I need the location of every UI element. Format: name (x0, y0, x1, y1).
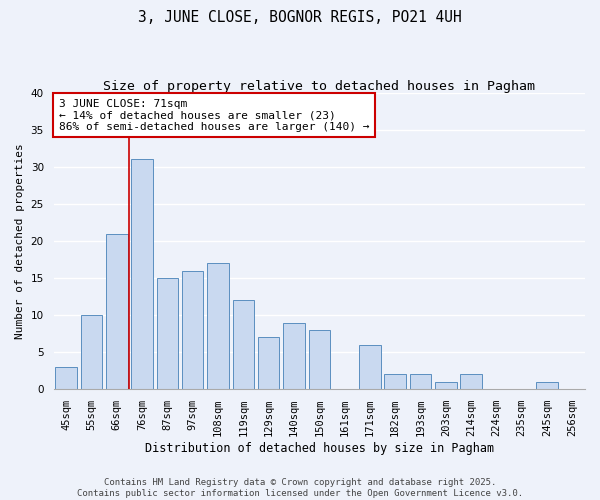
Bar (233, 300, 254, 389)
Bar (283, 322, 305, 389)
Bar (182, 270, 203, 389)
X-axis label: Distribution of detached houses by size in Pagham: Distribution of detached houses by size … (145, 442, 494, 455)
Title: Size of property relative to detached houses in Pagham: Size of property relative to detached ho… (103, 80, 535, 93)
Y-axis label: Number of detached properties: Number of detached properties (15, 143, 25, 339)
Bar (207, 263, 229, 389)
Bar (460, 374, 482, 389)
Text: 3, JUNE CLOSE, BOGNOR REGIS, PO21 4UH: 3, JUNE CLOSE, BOGNOR REGIS, PO21 4UH (138, 10, 462, 25)
Bar (81, 315, 102, 389)
Bar (385, 374, 406, 389)
Bar (536, 382, 558, 389)
Bar (131, 160, 153, 389)
Bar (410, 374, 431, 389)
Bar (55, 367, 77, 389)
Bar (157, 278, 178, 389)
Bar (435, 382, 457, 389)
Bar (258, 338, 280, 389)
Text: Contains HM Land Registry data © Crown copyright and database right 2025.
Contai: Contains HM Land Registry data © Crown c… (77, 478, 523, 498)
Bar (359, 345, 380, 389)
Text: 3 JUNE CLOSE: 71sqm
← 14% of detached houses are smaller (23)
86% of semi-detach: 3 JUNE CLOSE: 71sqm ← 14% of detached ho… (59, 98, 370, 132)
Bar (106, 234, 128, 389)
Bar (308, 330, 330, 389)
